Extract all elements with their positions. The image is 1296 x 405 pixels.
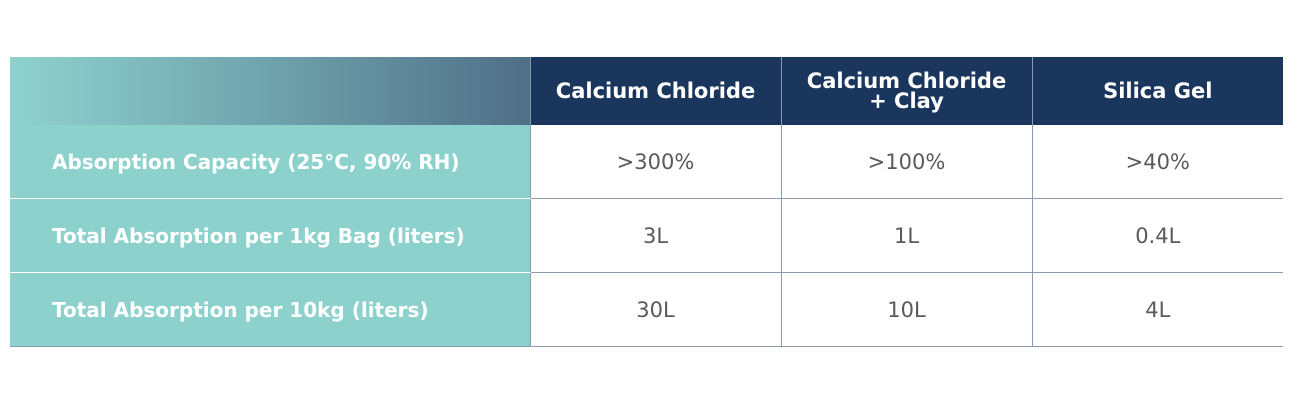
- column-header: Calcium Chloride: [529, 57, 781, 125]
- table-body: Absorption Capacity (25°C, 90% RH) >300% >…: [10, 125, 1283, 347]
- table-cell: >300%: [529, 125, 781, 199]
- column-header: Calcium Chloride + Clay: [780, 57, 1032, 125]
- table-cell: 30L: [529, 272, 781, 347]
- table-cell: 1L: [780, 198, 1032, 273]
- table-cell: 4L: [1031, 272, 1283, 347]
- table-row: Total Absorption per 1kg Bag (liters) 3L 1…: [10, 198, 1283, 273]
- table-cell: >40%: [1031, 125, 1283, 199]
- table-cell: 0.4L: [1031, 198, 1283, 273]
- header-row: Calcium Chloride Calcium Chloride + Clay S…: [10, 57, 1283, 125]
- table-cell: >100%: [780, 125, 1032, 199]
- row-label: Total Absorption per 1kg Bag (liters): [10, 198, 530, 273]
- table-row: Total Absorption per 10kg (liters) 30L 10L…: [10, 272, 1283, 347]
- table-row: Absorption Capacity (25°C, 90% RH) >300% >…: [10, 125, 1283, 199]
- row-label: Absorption Capacity (25°C, 90% RH): [10, 125, 530, 199]
- row-label: Total Absorption per 10kg (liters): [10, 272, 530, 347]
- table-cell: 3L: [529, 198, 781, 273]
- comparison-table: Calcium Chloride Calcium Chloride + Clay S…: [10, 57, 1283, 347]
- table-cell: 10L: [780, 272, 1032, 347]
- column-header: Silica Gel: [1031, 57, 1283, 125]
- header-corner: [10, 57, 530, 125]
